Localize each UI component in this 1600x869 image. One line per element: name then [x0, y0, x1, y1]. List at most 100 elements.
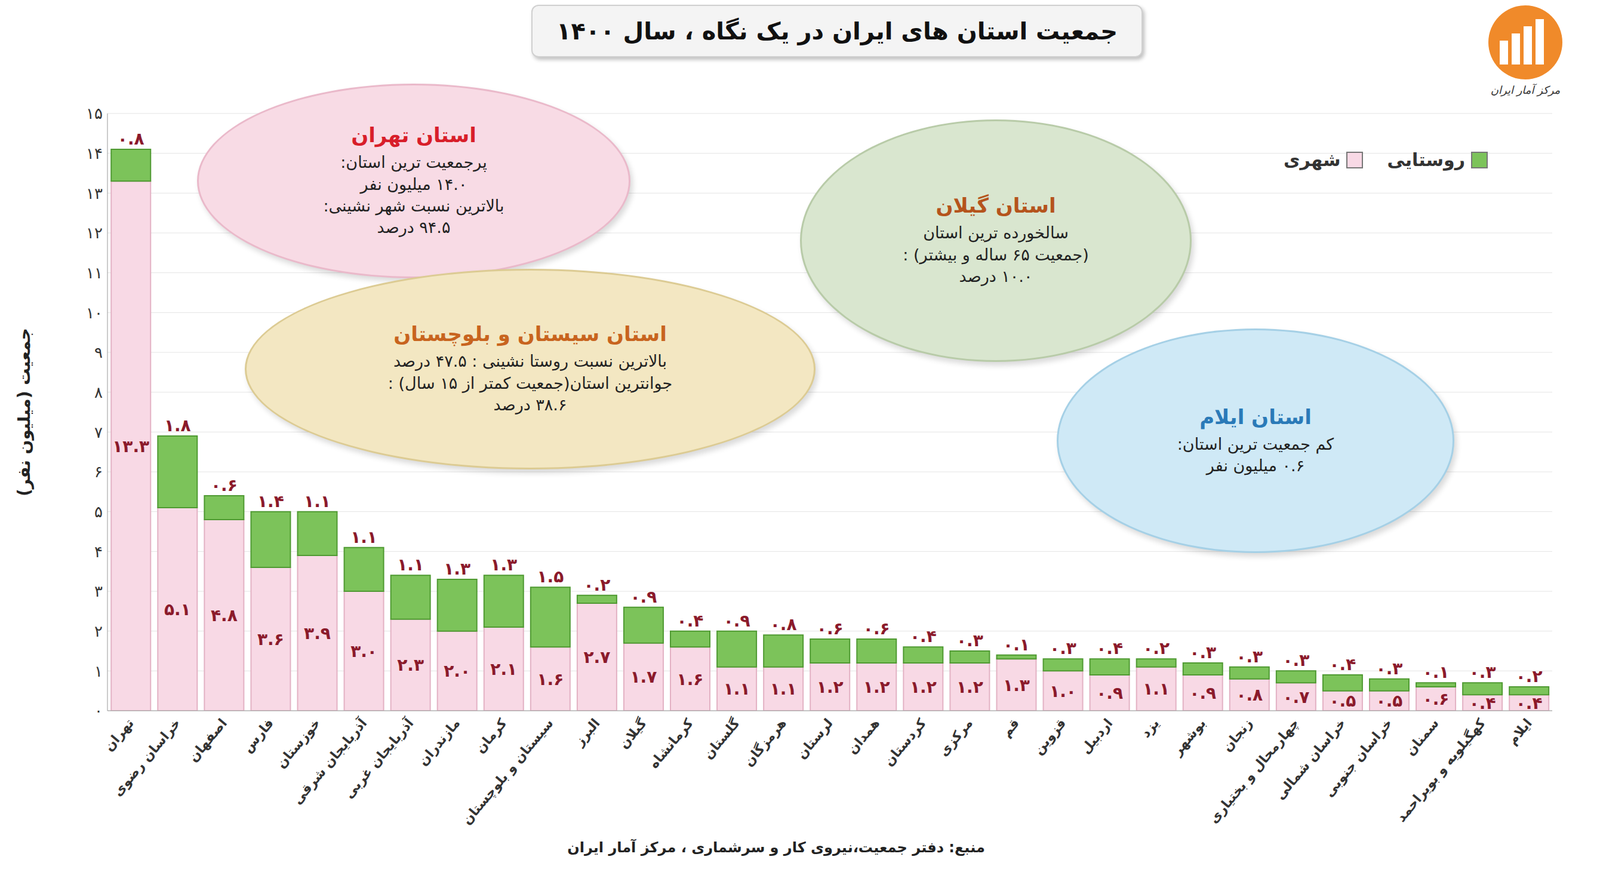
svg-text:۱۵: ۱۵: [85, 104, 103, 123]
svg-text:۲: ۲: [94, 622, 103, 640]
svg-text:لرستان: لرستان: [794, 715, 837, 762]
svg-text:کرمان: کرمان: [472, 715, 510, 756]
svg-text:البرز: البرز: [571, 715, 603, 750]
svg-text:۱.۲: ۱.۲: [956, 677, 984, 697]
svg-text:۲.۷: ۲.۷: [583, 647, 611, 667]
svg-text:۱.۱: ۱.۱: [303, 491, 331, 512]
svg-text:۰.۳: ۰.۳: [1469, 662, 1497, 682]
svg-text:۰.۳: ۰.۳: [1189, 642, 1217, 663]
svg-text:۰.۸: ۰.۸: [1235, 684, 1263, 705]
svg-text:۳: ۳: [94, 582, 103, 600]
svg-text:۲.۰: ۲.۰: [443, 660, 471, 681]
svg-text:۰.۵: ۰.۵: [1376, 690, 1403, 711]
svg-text:زنجان: زنجان: [1219, 715, 1255, 755]
svg-text:۱۴: ۱۴: [85, 144, 103, 163]
svg-text:۱.۷: ۱.۷: [630, 666, 658, 687]
svg-text:۰.۳: ۰.۳: [1282, 650, 1310, 670]
svg-text:۰.۹: ۰.۹: [630, 586, 658, 607]
svg-text:۰.۲: ۰.۲: [583, 574, 611, 595]
svg-text:۱.۲: ۱.۲: [863, 677, 891, 697]
svg-text:۰.۸: ۰.۸: [117, 128, 145, 149]
svg-text:۲.۱: ۲.۱: [490, 659, 518, 679]
svg-text:خراسان رضوی: خراسان رضوی: [109, 715, 184, 799]
svg-text:چهارمحال و بختیاری: چهارمحال و بختیاری: [1205, 715, 1303, 826]
svg-text:مرکزی: مرکزی: [935, 715, 976, 759]
svg-text:۱.۳: ۱.۳: [1002, 675, 1030, 695]
svg-text:۱.۱: ۱.۱: [770, 678, 798, 699]
svg-text:جمعیت (میلیون نفر): جمعیت (میلیون نفر): [14, 327, 35, 497]
svg-text:۱.۲: ۱.۲: [816, 677, 844, 697]
svg-text:۱.۱: ۱.۱: [1142, 678, 1170, 699]
svg-text:۰.۶: ۰.۶: [863, 618, 891, 639]
svg-text:بوشهر: بوشهر: [1168, 715, 1209, 759]
svg-text:۳.۹: ۳.۹: [303, 623, 331, 643]
svg-text:۹: ۹: [94, 343, 103, 362]
svg-text:۵: ۵: [94, 502, 103, 521]
svg-text:گلستان: گلستان: [699, 714, 743, 762]
svg-text:۰.۴: ۰.۴: [1515, 693, 1543, 713]
svg-text:۰.۹: ۰.۹: [723, 610, 751, 631]
svg-text:۰.۳: ۰.۳: [1049, 638, 1077, 658]
svg-text:خراسان جنوبی: خراسان جنوبی: [1321, 715, 1396, 800]
svg-text:کهگیلویه و بویراحمد: کهگیلویه و بویراحمد: [1392, 714, 1489, 825]
svg-text:اصفهان: اصفهان: [185, 715, 231, 765]
svg-text:۰.۶: ۰.۶: [210, 475, 238, 495]
svg-text:آذربایجان غربی: آذربایجان غربی: [340, 714, 417, 802]
svg-text:۱.۱: ۱.۱: [397, 554, 424, 575]
svg-text:اردبیل: اردبیل: [1077, 715, 1116, 756]
svg-text:۳.۶: ۳.۶: [257, 629, 285, 649]
svg-text:۰.۸: ۰.۸: [770, 614, 798, 635]
svg-text:۶: ۶: [94, 462, 103, 481]
svg-text:۴: ۴: [94, 542, 103, 561]
svg-text:خوزستان: خوزستان: [273, 715, 324, 771]
svg-text:۱.۰: ۱.۰: [1049, 681, 1077, 701]
svg-text:گیلان: گیلان: [615, 714, 650, 752]
svg-text:کردستان: کردستان: [881, 715, 930, 769]
svg-text:۱۰: ۱۰: [85, 303, 103, 322]
svg-text:۱.۳: ۱.۳: [490, 554, 518, 575]
svg-text:۱.۱: ۱.۱: [350, 527, 378, 547]
svg-text:۱.۸: ۱.۸: [164, 415, 192, 436]
svg-text:سیستان و بلوچستان: سیستان و بلوچستان: [459, 715, 557, 828]
svg-text:۱.۲: ۱.۲: [909, 677, 937, 697]
svg-text:تهران: تهران: [100, 715, 137, 755]
svg-text:۷: ۷: [94, 423, 103, 442]
svg-text:۱.۱: ۱.۱: [723, 678, 751, 699]
svg-text:۰.۶: ۰.۶: [816, 618, 844, 639]
svg-text:مازندران: مازندران: [415, 715, 464, 768]
svg-text:۰.۹: ۰.۹: [1189, 682, 1217, 703]
svg-text:۱۲: ۱۲: [85, 223, 103, 242]
svg-text:۱: ۱: [94, 662, 103, 680]
svg-text:۰.۴: ۰.۴: [677, 610, 704, 631]
svg-text:۱.۳: ۱.۳: [443, 558, 471, 579]
svg-text:۸: ۸: [94, 383, 103, 402]
svg-text:۵.۱: ۵.۱: [164, 599, 192, 620]
svg-text:۱۳.۳: ۱۳.۳: [112, 436, 150, 457]
svg-text:۰.۴: ۰.۴: [1329, 654, 1357, 675]
svg-text:۰.۵: ۰.۵: [1329, 690, 1357, 711]
svg-text:۰.۳: ۰.۳: [1376, 658, 1403, 679]
svg-text:۰.۷: ۰.۷: [1282, 687, 1310, 707]
svg-text:یزد: یزد: [1137, 715, 1163, 741]
svg-text:۰.۶: ۰.۶: [1422, 688, 1450, 709]
svg-text:قزوین: قزوین: [1030, 715, 1070, 758]
svg-text:۰.۴: ۰.۴: [1096, 638, 1123, 658]
svg-text:۴.۸: ۴.۸: [210, 605, 238, 626]
svg-text:۳.۰: ۳.۰: [350, 641, 378, 661]
svg-text:فارس: فارس: [240, 715, 277, 755]
svg-text:۰.۲: ۰.۲: [1142, 638, 1170, 658]
svg-text:۰.۳: ۰.۳: [1235, 646, 1263, 667]
svg-text:۰.۳: ۰.۳: [956, 630, 984, 651]
svg-text:۱.۶: ۱.۶: [677, 669, 704, 689]
svg-text:۰.۴: ۰.۴: [1469, 693, 1497, 713]
svg-text:۱.۴: ۱.۴: [257, 491, 285, 512]
svg-text:ایلام: ایلام: [1505, 715, 1535, 747]
svg-text:۰.۱: ۰.۱: [1422, 662, 1450, 682]
svg-text:۱۳: ۱۳: [85, 184, 103, 203]
svg-text:همدان: همدان: [844, 715, 883, 757]
svg-text:۰.۹: ۰.۹: [1096, 682, 1123, 703]
svg-text:۱۱: ۱۱: [85, 263, 103, 282]
svg-text:۰.۱: ۰.۱: [1002, 634, 1030, 655]
svg-text:۲.۳: ۲.۳: [397, 654, 424, 675]
svg-text:سمنان: سمنان: [1402, 715, 1442, 759]
